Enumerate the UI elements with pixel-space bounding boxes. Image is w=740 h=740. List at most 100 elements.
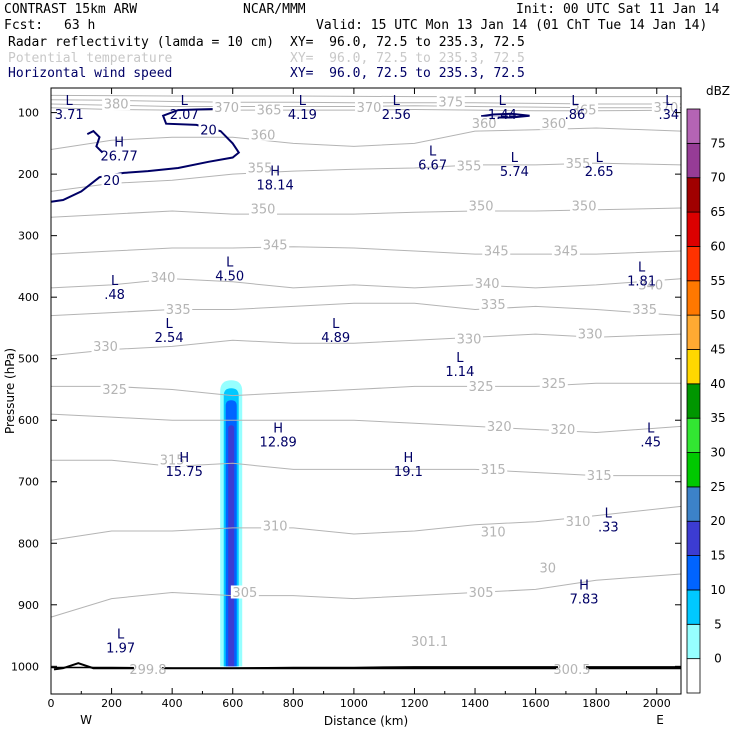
wind-contour-0 [53, 662, 681, 671]
extremum-value: 19.1 [394, 465, 423, 480]
wind-contour-1 [50, 107, 241, 203]
theta-label: 355 [248, 161, 273, 176]
theta-label: 330 [93, 340, 118, 355]
theta-label: 335 [166, 303, 191, 318]
theta-label: 350 [572, 200, 597, 215]
theta-label: 305 [232, 586, 257, 601]
theta-label: 355 [566, 157, 591, 172]
extremum-value: 4.89 [321, 331, 350, 346]
theta-label-bg-6 [651, 100, 680, 114]
theta-label: 300.5 [553, 663, 590, 678]
y-tick-label: 900 [18, 599, 39, 612]
theta-label-bg-10 [245, 160, 274, 174]
theta-label: 355 [457, 160, 482, 175]
extremum-type: L [665, 94, 673, 109]
contour-labels: 380 375 370 365 370 365 370 360 360 360 355 355 355 3… [91, 95, 680, 678]
extremum-value: .48 [104, 288, 125, 303]
theta-label: 325 [541, 377, 566, 392]
theta-label-bg-4 [355, 100, 384, 114]
x-end-label-west: W [80, 713, 92, 727]
colorbar-swatch [686, 417, 701, 453]
colorbar-level-label: 30 [710, 446, 725, 460]
colorbar-level-label: 60 [710, 239, 725, 253]
theta-contour-380 [50, 94, 681, 98]
colorbar-swatch [686, 314, 701, 350]
theta-label-bg-33 [158, 453, 187, 467]
theta-contour-365 [50, 107, 682, 112]
extremum-value: .34 [659, 108, 680, 123]
y-tick-label: 200 [18, 168, 39, 181]
wind-contour-3 [86, 129, 104, 154]
x-end-label-east: E [656, 713, 664, 727]
theta-label-bg-40 [467, 585, 496, 599]
x-tick-label: 1800 [582, 697, 610, 710]
theta-label-bg-28 [100, 382, 129, 396]
theta-label: 345 [263, 238, 288, 253]
theta-label-bg-0 [102, 96, 131, 110]
theta-label: 350 [469, 200, 494, 215]
theta-label: 380 [104, 97, 129, 112]
colorbar-swatch [686, 142, 701, 179]
extremum-type: L [605, 506, 613, 521]
extremum-type: L [332, 317, 340, 332]
theta-label: 360 [251, 128, 276, 143]
colorbar-swatch [686, 349, 701, 385]
theta-label-bg-16 [261, 237, 290, 251]
extremum-value: 26.77 [101, 149, 138, 164]
extremum-value: .33 [598, 520, 619, 535]
theta-label: 345 [553, 245, 578, 260]
theta-label: 350 [251, 203, 276, 218]
theta-label: 360 [472, 117, 497, 132]
colorbar-swatch [686, 623, 701, 660]
theta-label: 315 [587, 469, 612, 484]
theta-label-bg-37 [479, 525, 508, 539]
fcst-label: Fcst: [4, 18, 44, 33]
wind-label: 20 [103, 174, 120, 189]
axes: 0 200 400 600 800 1000 1200 1400 1600 1800 2000 100… [3, 87, 682, 728]
colorbar-swatch [686, 658, 701, 694]
colorbar-level-label: 70 [710, 171, 725, 185]
extremum-type: L [299, 94, 307, 109]
extremum-value: 1.44 [488, 108, 517, 123]
theta-label-bg-12 [564, 156, 593, 170]
colorbar-swatch [686, 589, 701, 625]
theta-label-bg-43 [133, 662, 162, 676]
y-axis-label: Pressure (hPa) [3, 348, 17, 434]
extremum-type: H [273, 422, 283, 437]
theta-label: 330 [457, 333, 482, 348]
extremum-type: L [393, 94, 401, 109]
extremum-type: L [456, 351, 464, 366]
y-tick-label: 700 [18, 476, 39, 489]
extremum-value: 5.74 [500, 165, 529, 180]
theta-label: 340 [638, 278, 663, 293]
extremum-value: 2.56 [382, 108, 411, 123]
colorbar-level-label: 40 [710, 377, 725, 391]
theta-label-bg-25 [91, 339, 120, 353]
theta-label: 325 [469, 380, 494, 395]
colorbar-level-label: 25 [710, 480, 725, 494]
colorbar-swatch [686, 383, 701, 419]
theta-label-bg-42 [415, 634, 444, 648]
y-tick-label: 500 [18, 353, 39, 366]
x-axis-label: Distance (km) [324, 714, 408, 728]
y-tick-label: 800 [18, 537, 39, 550]
theta-label-bg-19 [149, 270, 178, 284]
theta-label: 30 [539, 561, 556, 576]
theta-label-bg-30 [539, 376, 568, 390]
theta-label-bg-9 [539, 116, 568, 130]
theta-label-bg-13 [249, 202, 278, 216]
colorbar-level-label: 75 [710, 136, 725, 150]
extremum-type: L [511, 151, 519, 166]
theta-label: 360 [541, 117, 566, 132]
theta-contour-315 [51, 459, 681, 477]
colorbar-swatch [686, 486, 701, 522]
extremum-value: 15.75 [166, 465, 203, 480]
x-tick-label: 2000 [643, 697, 671, 710]
y-tick-label: 600 [18, 414, 39, 427]
extremum-type: L [66, 94, 74, 109]
theta-label-bg-41 [533, 560, 562, 574]
theta-label: 310 [566, 515, 591, 530]
theta-label: 301.1 [411, 635, 448, 650]
